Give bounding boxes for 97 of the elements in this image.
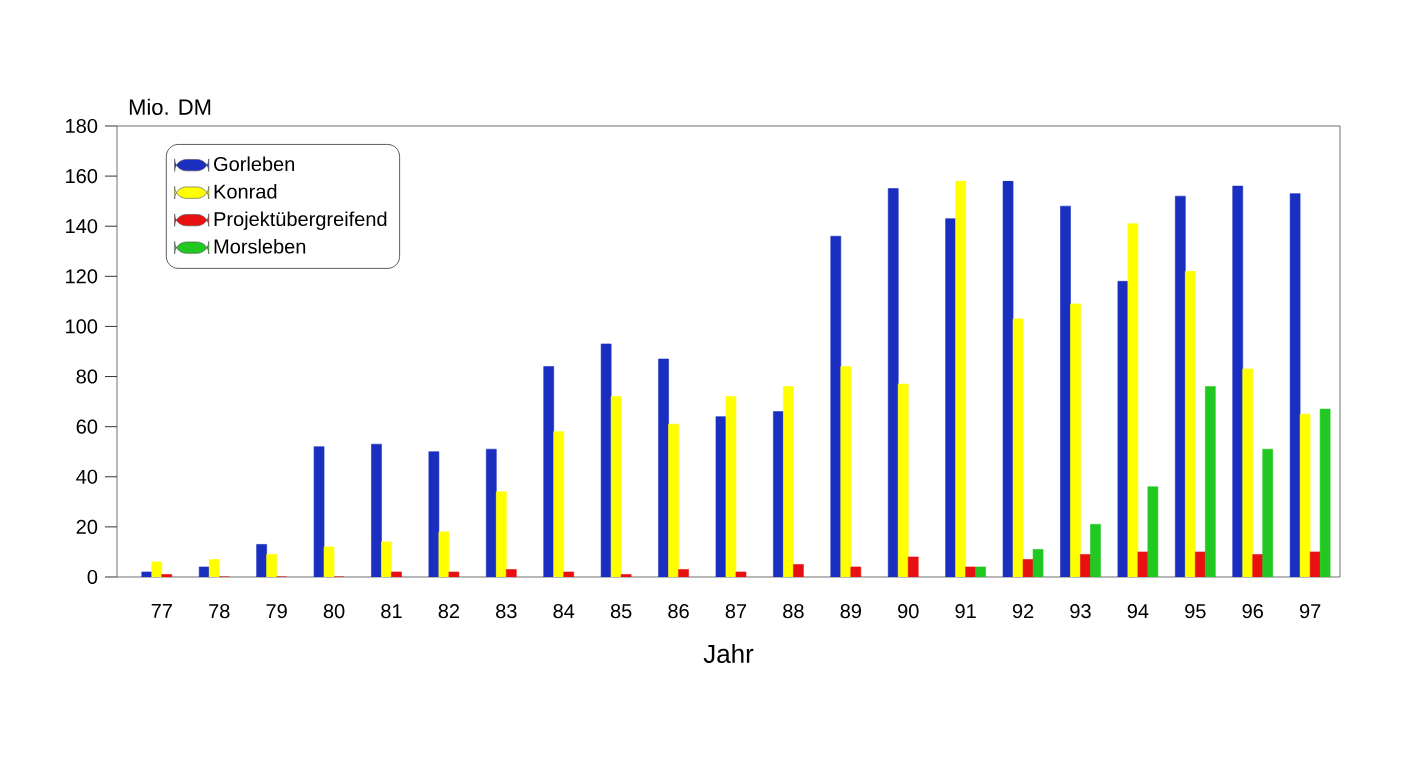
- bar: [600, 343, 612, 577]
- x-tick-label: 84: [553, 604, 575, 619]
- bar: [1022, 559, 1034, 577]
- x-tick-label: 91: [955, 604, 976, 619]
- bar: [313, 446, 325, 577]
- bar: [907, 556, 919, 577]
- y-tick-label: 100: [66, 319, 98, 334]
- bar: [668, 423, 679, 577]
- bar: [735, 571, 747, 577]
- bar: [887, 188, 899, 577]
- x-tick-label: 93: [1070, 604, 1091, 619]
- bar: [830, 235, 842, 577]
- bar: [1175, 195, 1186, 577]
- x-tick-label: 79: [266, 604, 287, 619]
- x-tick-label: 78: [209, 604, 230, 619]
- bar: [543, 366, 555, 577]
- x-tick-label: 90: [898, 604, 919, 619]
- bar: [1117, 281, 1129, 577]
- bar: [198, 566, 210, 577]
- y-tick-label: 120: [66, 269, 98, 284]
- legend-label: Konrad: [214, 183, 277, 199]
- x-tick-label: 92: [1012, 604, 1034, 619]
- bar: [553, 431, 565, 577]
- x-tick-label: 81: [381, 604, 402, 619]
- bar: [1137, 551, 1149, 577]
- bar: [1127, 223, 1139, 577]
- bar: [485, 448, 497, 577]
- bar: [141, 571, 153, 577]
- x-tick-label: 82: [438, 604, 460, 619]
- bar: [161, 574, 173, 577]
- bar: [371, 443, 382, 577]
- bar: [1289, 193, 1301, 577]
- x-tick-label: 94: [1127, 604, 1149, 619]
- y-tick-label: 0: [87, 569, 98, 585]
- bar: [1002, 180, 1014, 577]
- bar: [1185, 271, 1196, 577]
- bar: [1060, 205, 1071, 577]
- bar: [151, 561, 163, 577]
- bar: [840, 366, 852, 577]
- x-tick-label: 86: [668, 604, 689, 619]
- x-tick-label: 80: [323, 604, 345, 619]
- bar: [945, 218, 956, 577]
- bar: [1252, 554, 1264, 577]
- bar: [1242, 368, 1254, 577]
- bar: [897, 383, 909, 577]
- x-tick-label: 89: [840, 604, 861, 619]
- bar: [208, 559, 220, 577]
- y-tick-label: 20: [76, 519, 98, 534]
- bar: [1309, 551, 1321, 577]
- x-tick-label: 83: [496, 604, 517, 619]
- bar: [391, 571, 402, 577]
- y-tick-label: 140: [66, 219, 98, 234]
- bar: [850, 566, 862, 577]
- x-tick-label: 96: [1242, 604, 1263, 619]
- x-tick-label: 88: [783, 604, 804, 619]
- bar: [448, 571, 460, 577]
- y-tick-label: 60: [76, 419, 98, 434]
- legend-label: Gorleben: [214, 156, 295, 172]
- bar: [1299, 413, 1311, 577]
- y-tick-label: 40: [76, 469, 98, 484]
- y-tick-label: 80: [76, 369, 98, 384]
- x-tick-label: 95: [1185, 604, 1206, 619]
- bar: [266, 554, 277, 577]
- bar: [1012, 318, 1024, 577]
- x-axis-title: Jahr: [703, 643, 754, 664]
- bar: [381, 541, 392, 577]
- bar: [678, 569, 689, 577]
- bar: [323, 546, 335, 577]
- bar: [955, 180, 966, 577]
- y-tick-label: 180: [66, 118, 98, 134]
- bar: [1232, 185, 1244, 577]
- bar: [783, 386, 794, 577]
- bar: [620, 574, 632, 577]
- x-tick-label: 97: [1299, 604, 1321, 619]
- bar: [563, 571, 575, 577]
- bar: [773, 411, 784, 577]
- bar: [496, 491, 507, 577]
- bar: [793, 564, 804, 577]
- bar: [1195, 551, 1206, 577]
- bar: [725, 396, 737, 577]
- bar: [256, 544, 267, 577]
- bar: [1070, 303, 1081, 577]
- bar: [506, 569, 517, 577]
- bar: [965, 566, 976, 577]
- bar: [715, 416, 727, 577]
- bar: [428, 451, 440, 577]
- bar: [658, 358, 669, 577]
- bar: [438, 531, 450, 577]
- y-tick-label: 160: [66, 169, 98, 184]
- bar: [1080, 554, 1091, 577]
- legend-label: Projektübergreifend: [214, 211, 387, 231]
- y-axis-title: Mio. DM: [129, 98, 211, 115]
- bar: [610, 396, 622, 577]
- legend-label: Morsleben: [214, 238, 306, 254]
- x-tick-label: 87: [725, 604, 747, 619]
- x-tick-label: 85: [610, 604, 632, 619]
- x-tick-label: 77: [151, 604, 172, 618]
